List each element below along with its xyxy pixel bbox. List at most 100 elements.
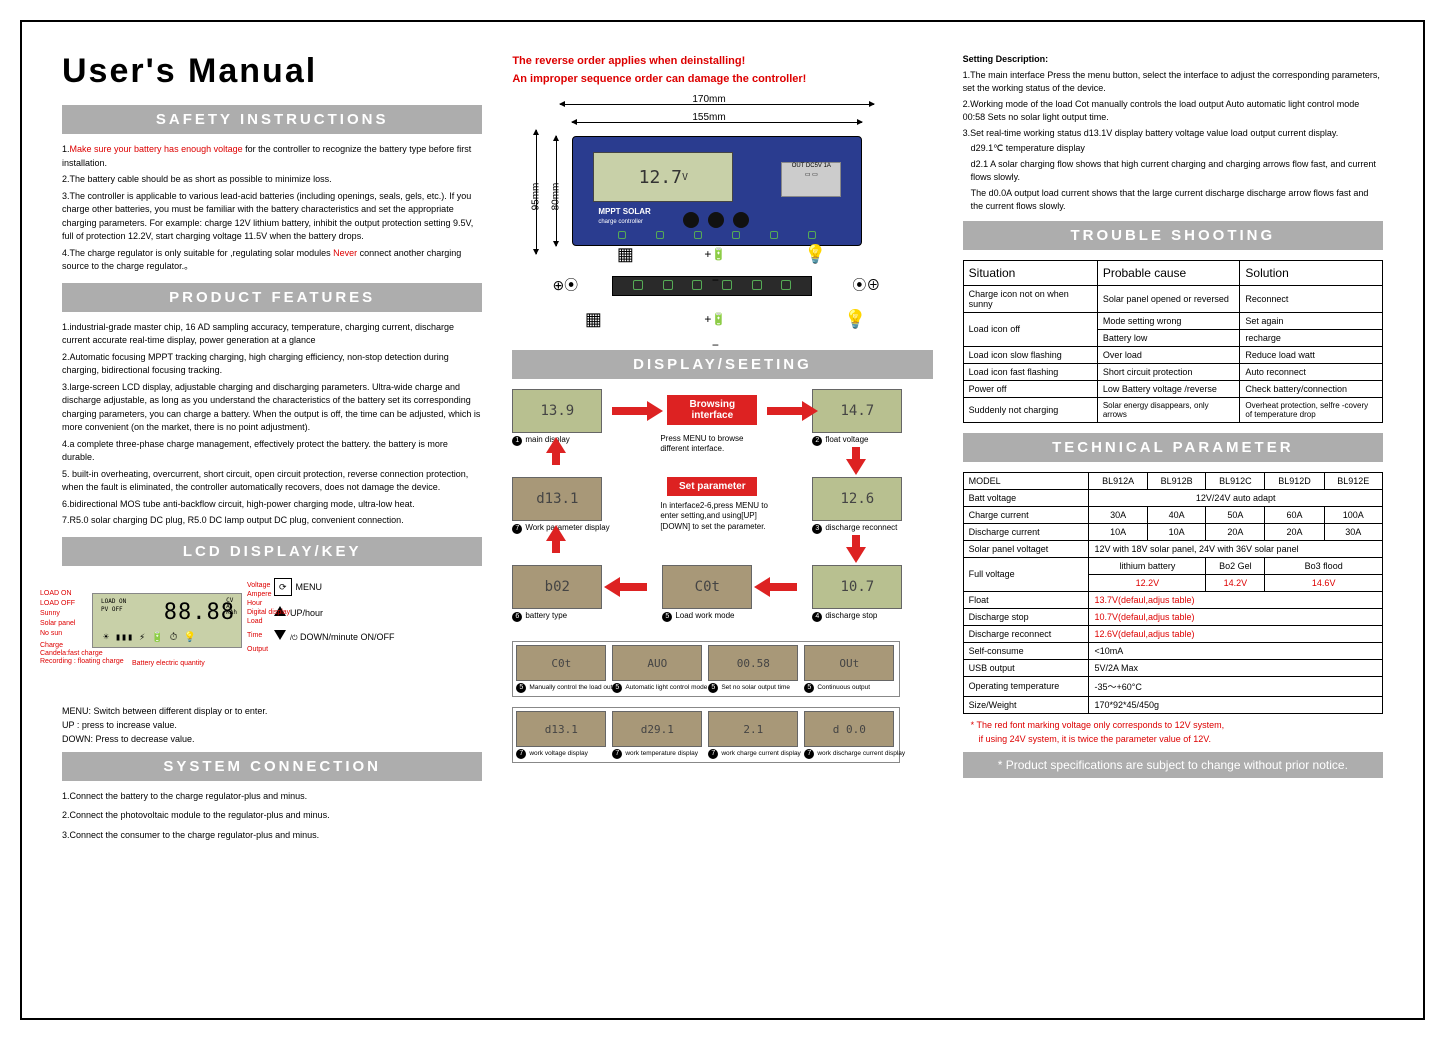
mode-row-1: C0t5Manually control the load output AUO… xyxy=(512,641,900,697)
dim-h1: 95mm xyxy=(531,183,542,211)
setting-3: 3.Set real-time working status d13.1V di… xyxy=(963,127,1383,141)
setting-3b: d29.1℃ temperature display xyxy=(963,142,1383,156)
features-list: 1.industrial-grade master chip, 16 AD sa… xyxy=(62,318,482,531)
feature-5: 5. built-in overheating, overcurrent, sh… xyxy=(62,468,482,495)
lbl-load: Load xyxy=(247,618,263,625)
safety-item-4: 4.The charge regulator is only suitable … xyxy=(62,247,482,274)
safety-list: 1.Make sure your battery has enough volt… xyxy=(62,140,482,277)
solar-icon: ▦ xyxy=(612,241,638,267)
arrow-icon xyxy=(604,577,620,597)
device-button-2 xyxy=(708,212,724,228)
arrow-icon xyxy=(846,459,866,475)
arrow-icon xyxy=(846,547,866,563)
th-cause: Probable cause xyxy=(1097,260,1240,285)
setparam-title: Set parameter xyxy=(667,477,757,496)
warn-1: The reverse order applies when deinstall… xyxy=(512,55,932,67)
setting-1: 1.The main interface Press the menu butt… xyxy=(963,69,1383,96)
feature-1: 1.industrial-grade master chip, 16 AD sa… xyxy=(62,321,482,348)
instr-menu: MENU: Switch between different display o… xyxy=(62,706,482,716)
dim-w1: 170mm xyxy=(692,94,725,105)
lcd-screen: LOAD ON PV OFF 88.88 CVAKAh ☀ ▮▮▮ ⚡ 🔋 ⏱ … xyxy=(92,593,242,648)
feature-2: 2.Automatic focusing MPPT tracking charg… xyxy=(62,351,482,378)
key-legend: ⟳MENU UP/hour /⏻ DOWN/minute ON/OFF xyxy=(274,578,482,698)
arrow-icon xyxy=(546,437,566,453)
page: User's Manual SAFETY INSTRUCTIONS 1.Make… xyxy=(20,20,1425,1020)
arrow-icon xyxy=(754,577,770,597)
device-brand: MPPT SOLARcharge controller xyxy=(598,207,650,225)
column-left: User's Manual SAFETY INSTRUCTIONS 1.Make… xyxy=(62,52,482,988)
onoff-icon: /⏻ xyxy=(290,635,297,642)
conn-1: 1.Connect the battery to the charge regu… xyxy=(62,790,482,804)
footer-note-1: * The red font marking voltage only corr… xyxy=(971,720,1383,730)
product-diagram: 170mm 155mm 95mm 80mm 12.7V MPPT SOLARch… xyxy=(512,96,932,336)
bulb-icon: 💡 xyxy=(802,241,828,267)
lbl-output: Output xyxy=(247,646,268,653)
mode-row-2: d13.17work voltage display d29.17work te… xyxy=(512,707,900,763)
lbl-solarpanel: Solar panel xyxy=(40,620,75,627)
warn-2: An improper sequence order can damage th… xyxy=(512,73,932,85)
setparam-text: In interface2-6,press MENU to enter sett… xyxy=(660,501,770,532)
dim-w2: 155mm xyxy=(692,112,725,123)
setting-3d: The d0.0A output load current shows that… xyxy=(963,187,1383,214)
device-button-1 xyxy=(683,212,699,228)
features-header: PRODUCT FEATURES xyxy=(62,283,482,312)
conn-header: SYSTEM CONNECTION xyxy=(62,752,482,781)
setting-desc-header: Setting Description: xyxy=(963,53,1383,67)
tech-header: TECHNICAL PARAMETER xyxy=(963,433,1383,462)
technical-parameter-table: MODEL BL912A BL912B BL912C BL912D BL912E… xyxy=(963,472,1383,714)
safety-item-2: 2.The battery cable should be as short a… xyxy=(62,173,482,187)
feature-4: 4.a complete three-phase charge manageme… xyxy=(62,438,482,465)
screen-battery-type: b02 6battery type xyxy=(512,565,602,622)
trouble-header: TROUBLE SHOOTING xyxy=(963,221,1383,250)
footer-note-2: if using 24V system, it is twice the par… xyxy=(979,734,1383,744)
plug-icon-1: ⊕⦿ xyxy=(552,272,578,298)
lbl-ampere: Ampere xyxy=(247,591,272,598)
model-label: MODEL xyxy=(963,472,1089,489)
screen-discharge-reconnect: 12.6 3discharge reconnect xyxy=(812,477,902,534)
feature-3: 3.large-screen LCD display, adjustable c… xyxy=(62,381,482,435)
setting-3c: d2.1 A solar charging flow shows that hi… xyxy=(963,158,1383,185)
troubleshooting-table: Situation Probable cause Solution Charge… xyxy=(963,260,1383,423)
usb-port: OUT DC5V 1A▭ ▭ xyxy=(781,162,841,197)
display-flow-grid: 13.9 1main display Browsing interface Pr… xyxy=(512,389,932,819)
feature-7: 7.R5.0 solar charging DC plug, R5.0 DC l… xyxy=(62,514,482,528)
column-center: The reverse order applies when deinstall… xyxy=(512,52,932,988)
lbl-hour: Hour xyxy=(247,600,262,607)
lbl-candela: Candela:fast charge xyxy=(40,650,103,657)
th-situation: Situation xyxy=(963,260,1097,285)
feature-6: 6.bidirectional MOS tube anti-backflow c… xyxy=(62,498,482,512)
solar-icon-2: ▦ xyxy=(580,306,606,332)
screen-load-work-mode: C0t 5Load work mode xyxy=(662,565,752,622)
th-solution: Solution xyxy=(1240,260,1383,285)
lbl-time: Time xyxy=(247,632,262,639)
lbl-batteryqty: Battery electric quantity xyxy=(132,660,205,667)
wiring-diagram: ▦ +🔋− 💡 ⊕⦿ ⦿⊕ ▦ +🔋− 💡 xyxy=(552,256,882,331)
column-right: Setting Description: 1.The main interfac… xyxy=(963,52,1383,988)
down-icon xyxy=(274,630,286,640)
device-lcd: 12.7V xyxy=(593,152,733,202)
manual-title: User's Manual xyxy=(62,52,482,91)
safety-item-1: 1.Make sure your battery has enough volt… xyxy=(62,143,482,170)
lcd-loadon-text: LOAD ON xyxy=(101,598,126,605)
safety-header: SAFETY INSTRUCTIONS xyxy=(62,105,482,134)
browsing-text: Press MENU to browse different interface… xyxy=(660,434,770,455)
conn-2: 2.Connect the photovoltaic module to the… xyxy=(62,809,482,823)
lbl-loadon: LOAD ON xyxy=(40,590,72,597)
lcd-display-diagram: LOAD ON PV OFF 88.88 CVAKAh ☀ ▮▮▮ ⚡ 🔋 ⏱ … xyxy=(62,578,482,698)
lbl-sunny: Sunny xyxy=(40,610,60,617)
safety-item-3: 3.The controller is applicable to variou… xyxy=(62,190,482,244)
battery-icon: +🔋− xyxy=(702,241,728,267)
screen-discharge-stop: 10.7 4discharge stop xyxy=(812,565,902,622)
spec-change-banner: * Product specifications are subject to … xyxy=(963,752,1383,778)
arrow-icon xyxy=(802,401,818,421)
instr-down: DOWN: Press to decrease value. xyxy=(62,734,482,744)
lbl-nosun: No sun xyxy=(40,630,62,637)
device-body: 12.7V MPPT SOLARcharge controller OUT DC… xyxy=(572,136,862,246)
lbl-recording: Recording : floating charge xyxy=(40,658,124,665)
dim-h2: 80mm xyxy=(551,183,562,211)
battery-icon-2: +🔋− xyxy=(702,306,728,332)
arrow-icon xyxy=(546,525,566,541)
lbl-digital: Digital display xyxy=(247,609,290,616)
display-setting-header: DISPLAY/SEETING xyxy=(512,350,932,379)
lbl-voltage: Voltage xyxy=(247,582,270,589)
